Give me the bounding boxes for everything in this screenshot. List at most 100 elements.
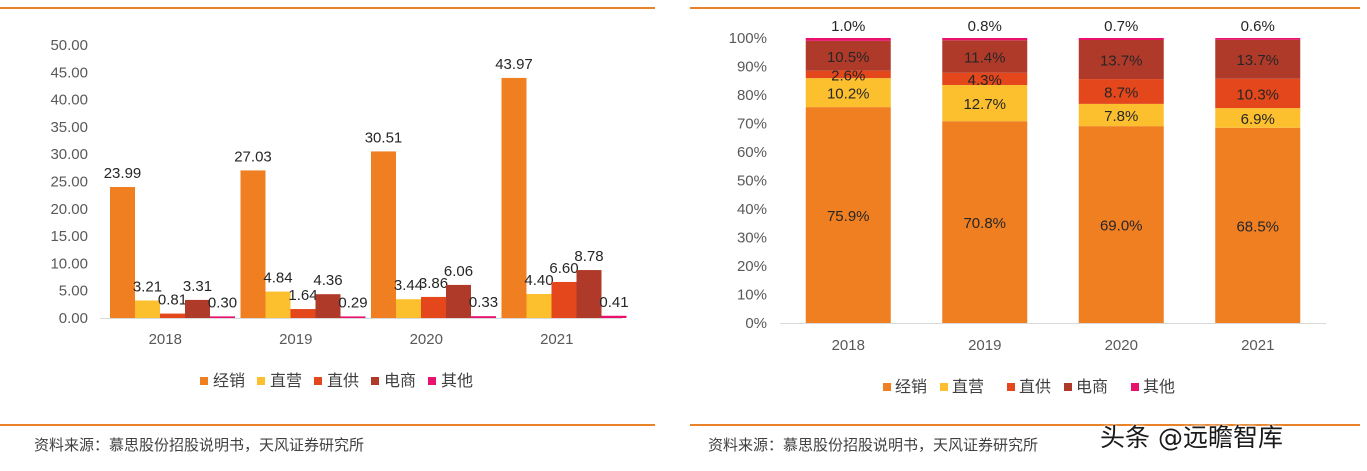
data-label: 0.30 xyxy=(208,294,237,311)
x-tick-label: 2018 xyxy=(832,337,865,354)
data-label: 0.6% xyxy=(1241,18,1275,35)
data-label: 27.03 xyxy=(234,148,272,165)
data-label: 23.99 xyxy=(104,165,142,182)
data-label: 11.4% xyxy=(964,50,1005,67)
data-label: 0.41 xyxy=(599,294,628,311)
data-label: 0.33 xyxy=(469,294,498,311)
data-label: 0.8% xyxy=(968,18,1002,35)
segment-其他 xyxy=(1078,38,1164,40)
segment-其他 xyxy=(942,38,1028,41)
data-label: 0.81 xyxy=(158,292,187,309)
data-label: 1.0% xyxy=(831,18,865,35)
data-label: 4.3% xyxy=(968,72,1002,89)
y-tick-label: 10% xyxy=(737,287,767,304)
data-label: 70.8% xyxy=(963,215,1006,232)
bar-经销 xyxy=(110,187,135,318)
x-tick-label: 2018 xyxy=(149,331,182,348)
data-label: 8.78 xyxy=(574,248,603,265)
legend-label: 电商 xyxy=(384,372,416,390)
x-tick-label: 2021 xyxy=(540,331,573,348)
data-label: 3.21 xyxy=(133,278,162,295)
legend-swatch xyxy=(257,377,265,385)
bar-电商 xyxy=(315,294,341,318)
y-tick-label: 25.00 xyxy=(50,174,88,191)
bottom-rule xyxy=(0,424,655,426)
data-label: 75.9% xyxy=(827,208,870,225)
data-label: 4.36 xyxy=(313,272,342,289)
y-tick-label: 35.00 xyxy=(50,119,88,136)
segment-直供 xyxy=(1078,79,1164,104)
segment-直供 xyxy=(1215,78,1301,109)
data-label: 3.86 xyxy=(419,275,448,292)
segment-经销 xyxy=(1078,126,1164,323)
bar-直营 xyxy=(135,300,160,318)
bottom-rule xyxy=(690,424,1360,426)
data-label: 6.9% xyxy=(1241,111,1275,128)
top-rule xyxy=(690,7,1360,9)
y-tick-label: 5.00 xyxy=(59,283,88,300)
data-label: 4.84 xyxy=(263,270,292,287)
data-label: 0.7% xyxy=(1104,18,1138,35)
data-label: 7.8% xyxy=(1104,108,1138,125)
data-label: 6.60 xyxy=(549,260,578,277)
y-tick-label: 15.00 xyxy=(50,228,88,245)
bar-其他 xyxy=(601,315,627,318)
bar-电商 xyxy=(185,299,210,318)
y-tick-label: 20.00 xyxy=(50,201,88,218)
y-tick-label: 45.00 xyxy=(50,64,88,81)
y-tick-label: 80% xyxy=(737,87,767,104)
data-label: 13.7% xyxy=(1236,52,1279,69)
segment-经销 xyxy=(942,121,1028,323)
legend-swatch xyxy=(371,377,379,385)
y-tick-label: 50% xyxy=(737,173,767,190)
segment-经销 xyxy=(1215,127,1301,324)
legend-swatch xyxy=(200,377,208,385)
y-tick-label: 40.00 xyxy=(50,92,88,109)
segment-其他 xyxy=(805,38,891,41)
legend-swatch xyxy=(883,383,891,391)
segment-其他 xyxy=(1215,38,1301,40)
data-label: 2.6% xyxy=(831,67,865,84)
data-label: 10.5% xyxy=(827,49,870,66)
legend-label: 直营 xyxy=(952,378,984,396)
x-tick-label: 2020 xyxy=(1105,337,1138,354)
data-label: 0.29 xyxy=(338,294,367,311)
data-label: 3.44 xyxy=(394,277,423,294)
x-tick-label: 2019 xyxy=(279,331,312,348)
legend-swatch xyxy=(1007,383,1015,391)
legend-label: 直营 xyxy=(270,372,302,390)
y-tick-label: 0.00 xyxy=(59,310,88,327)
bar-直供 xyxy=(421,296,446,318)
y-tick-label: 20% xyxy=(737,258,767,275)
x-tick-label: 2020 xyxy=(410,331,443,348)
data-label: 69.0% xyxy=(1100,218,1143,235)
y-tick-label: 100% xyxy=(729,30,767,47)
legend-label: 电商 xyxy=(1076,378,1108,396)
bar-电商 xyxy=(576,270,602,318)
bar-直营 xyxy=(526,293,552,318)
data-label: 12.7% xyxy=(963,96,1006,113)
segment-电商 xyxy=(1215,39,1301,79)
x-tick-label: 2019 xyxy=(968,337,1001,354)
legend-swatch xyxy=(428,377,436,385)
y-tick-label: 50.00 xyxy=(50,37,88,54)
segment-直供 xyxy=(805,70,891,79)
data-label: 10.3% xyxy=(1236,86,1279,103)
source-note: 资料来源：慕思股份招股说明书，天风证券研究所 xyxy=(708,436,1039,454)
segment-直营 xyxy=(805,78,891,108)
stacked-percent-bar-chart: 0% 10% 20% 30% 40% 50% 60% 70% 80% 90% 100% 75.9% 10… xyxy=(729,18,1326,396)
bar-电商 xyxy=(446,284,471,318)
legend-label: 经销 xyxy=(213,372,245,390)
segment-直供 xyxy=(942,72,1028,86)
data-label: 1.64 xyxy=(288,287,317,304)
legend-label: 直供 xyxy=(327,372,359,390)
data-label: 3.31 xyxy=(183,278,212,295)
y-tick-label: 40% xyxy=(737,201,767,218)
bar-其他 xyxy=(340,316,366,318)
y-tick-label: 90% xyxy=(737,59,767,76)
bar-经销 xyxy=(371,151,396,318)
legend-swatch xyxy=(314,377,322,385)
legend-swatch xyxy=(1131,383,1139,391)
legend-swatch xyxy=(1064,383,1072,391)
data-label: 30.51 xyxy=(365,129,403,146)
